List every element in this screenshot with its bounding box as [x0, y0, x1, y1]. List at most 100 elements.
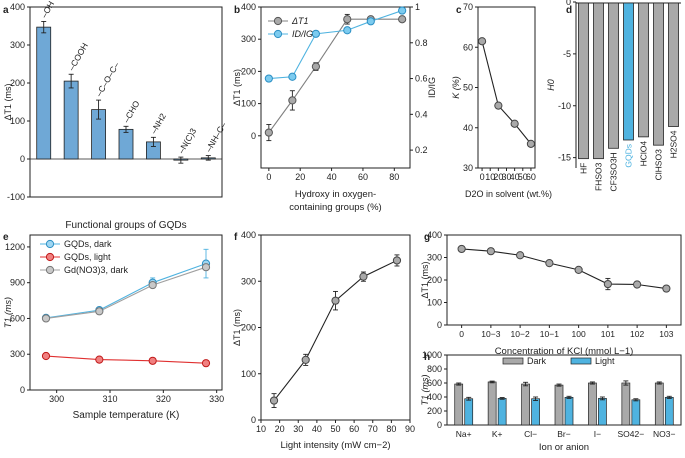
panel-g-point	[516, 251, 525, 260]
panel-f-ytick-label: 400	[241, 230, 256, 240]
panel-e-legend-marker	[45, 239, 55, 249]
panel-b-ylabel-left: ΔT1 (ms)	[232, 69, 242, 106]
panel-f-ytick-label: 300	[241, 276, 256, 286]
panel-g-ytick-label: 200	[427, 275, 442, 285]
panel-a-ytick-label: 100	[10, 116, 25, 126]
panel-f-xtick-label: 10	[256, 424, 266, 434]
panel-h-bar	[631, 399, 641, 426]
panel-g-point	[457, 244, 466, 254]
panel-b-point	[343, 26, 352, 35]
panel-c-point	[510, 119, 519, 128]
panel-h-bar	[564, 397, 574, 426]
panel-b-point	[311, 29, 320, 38]
panel-e-point	[41, 314, 51, 323]
panel-e-point	[201, 263, 211, 272]
panel-f-ytick-label: 100	[241, 369, 256, 379]
panel-f-ylabel: ΔT1 (ms)	[232, 309, 242, 346]
panel-h-bar	[588, 382, 597, 426]
panel-b-point	[311, 62, 320, 71]
panel-g-point	[603, 279, 612, 289]
panel-letter-e: e	[3, 232, 9, 243]
panel-f-xtick-label: 90	[405, 424, 415, 434]
panel-h-bar	[497, 398, 507, 426]
panel-e-legend-label: GQDs, light	[64, 252, 111, 262]
panel-c-ytick-label: 60	[463, 42, 473, 52]
panel-e-point	[95, 307, 104, 316]
panel-c-xlabel: D2O in solvent (wt.%)	[465, 189, 552, 199]
panel-letter-a: a	[3, 5, 9, 16]
panel-g-ylabel: ΔT1 (ms)	[420, 261, 430, 298]
panel-e-legend-marker	[45, 265, 55, 275]
panel-g-point	[633, 280, 642, 289]
panel-a-ytick-label: 300	[10, 40, 25, 50]
panel-c-line	[481, 41, 532, 145]
panel-g-ytick-label: 300	[427, 253, 442, 263]
panel-e-point	[41, 351, 51, 361]
panel-d-category-label: HClO4	[639, 141, 649, 167]
panel-g-xtick-label: 0	[459, 329, 464, 339]
panel-e-series-line	[45, 355, 207, 364]
panel-h-xtick-label: Br−	[557, 429, 571, 439]
panel-c-xtick-label: 60	[526, 172, 536, 182]
panel-e-ytick-label: 1200	[5, 242, 25, 252]
panel-a-xlabel: Functional groups of GQDs	[65, 220, 186, 231]
panel-c-point	[526, 139, 536, 148]
panel-h-bar	[531, 398, 540, 426]
panel-b-point	[288, 72, 297, 81]
panel-d-ytick-label: -10	[558, 101, 571, 111]
panel-a-bar	[63, 80, 79, 160]
panel-b-legend-marker	[273, 29, 283, 39]
panel-b-point	[264, 128, 273, 137]
panel-c-xtick-label: 20	[493, 172, 503, 182]
panel-h-xtick-label: Na+	[456, 429, 472, 439]
panel-e-frame	[29, 234, 223, 391]
panel-c-xtick-label: 10	[485, 172, 495, 182]
panel-c-xtick-label: 40	[510, 172, 520, 182]
panel-h-bar	[487, 381, 497, 426]
panel-h-bar	[664, 397, 674, 426]
panel-f-xtick-label: 40	[312, 424, 322, 434]
panel-e-point	[95, 355, 104, 364]
panel-letter-g: g	[424, 232, 430, 243]
panel-e-series-line	[45, 266, 207, 320]
panel-e-point	[148, 280, 157, 290]
panel-d-bar	[608, 2, 619, 149]
panel-e-ylabel: T1 (ms)	[3, 297, 13, 328]
panel-g-frame	[446, 234, 682, 326]
panel-h-bar	[464, 398, 474, 426]
panel-f-point	[269, 396, 279, 405]
panel-h-xtick-label: SO42−	[618, 429, 645, 439]
panel-d-ylabel: H0	[546, 79, 556, 91]
panel-e-ytick-label: 300	[10, 349, 25, 359]
panel-f-ytick-label: 200	[241, 323, 256, 333]
panel-a-ytick-label: 200	[10, 78, 25, 88]
panel-b-xlabel: Hydroxy in oxygen-	[295, 189, 376, 200]
panel-g-xtick-label: 10−2	[511, 329, 530, 339]
panel-b-frame	[260, 6, 411, 169]
panel-f-xtick-label: 60	[349, 424, 359, 434]
panel-b-ylabel-right: ID/IG	[427, 77, 437, 98]
panel-a-bar	[36, 26, 52, 160]
panel-h-bar	[454, 383, 464, 426]
panel-b-legend-marker	[273, 16, 283, 26]
panel-b-left-ytick-label: 100	[241, 99, 256, 109]
panel-h-xtick-label: NO3−	[653, 429, 675, 439]
panel-h-xtick-label: K+	[492, 429, 503, 439]
panel-g-xtick-label: 102	[630, 329, 644, 339]
panel-g-ytick-label: 400	[427, 230, 442, 240]
panel-g-xtick-label: 101	[601, 329, 615, 339]
panel-g-ytick-label: 0	[437, 320, 442, 330]
panel-a-category-label: –N(C)3	[176, 126, 198, 155]
panel-g-point	[545, 259, 554, 268]
panel-c-ytick-label: 30	[463, 163, 473, 173]
panel-g-xlabel: Concentration of KCl (mmol L−1)	[495, 346, 634, 357]
panel-c-xtick-label: 50	[518, 172, 528, 182]
panel-e-point	[148, 356, 157, 365]
panel-h-xtick-label: Cl−	[524, 429, 537, 439]
panel-e-series-line	[45, 263, 207, 319]
panel-h-legend-swatch	[570, 357, 592, 365]
panel-b-point	[398, 6, 407, 15]
panel-letter-d: d	[566, 5, 572, 16]
panel-g-xtick-label: 10−1	[540, 329, 559, 339]
panel-h-ytick-label: 0	[437, 420, 442, 430]
